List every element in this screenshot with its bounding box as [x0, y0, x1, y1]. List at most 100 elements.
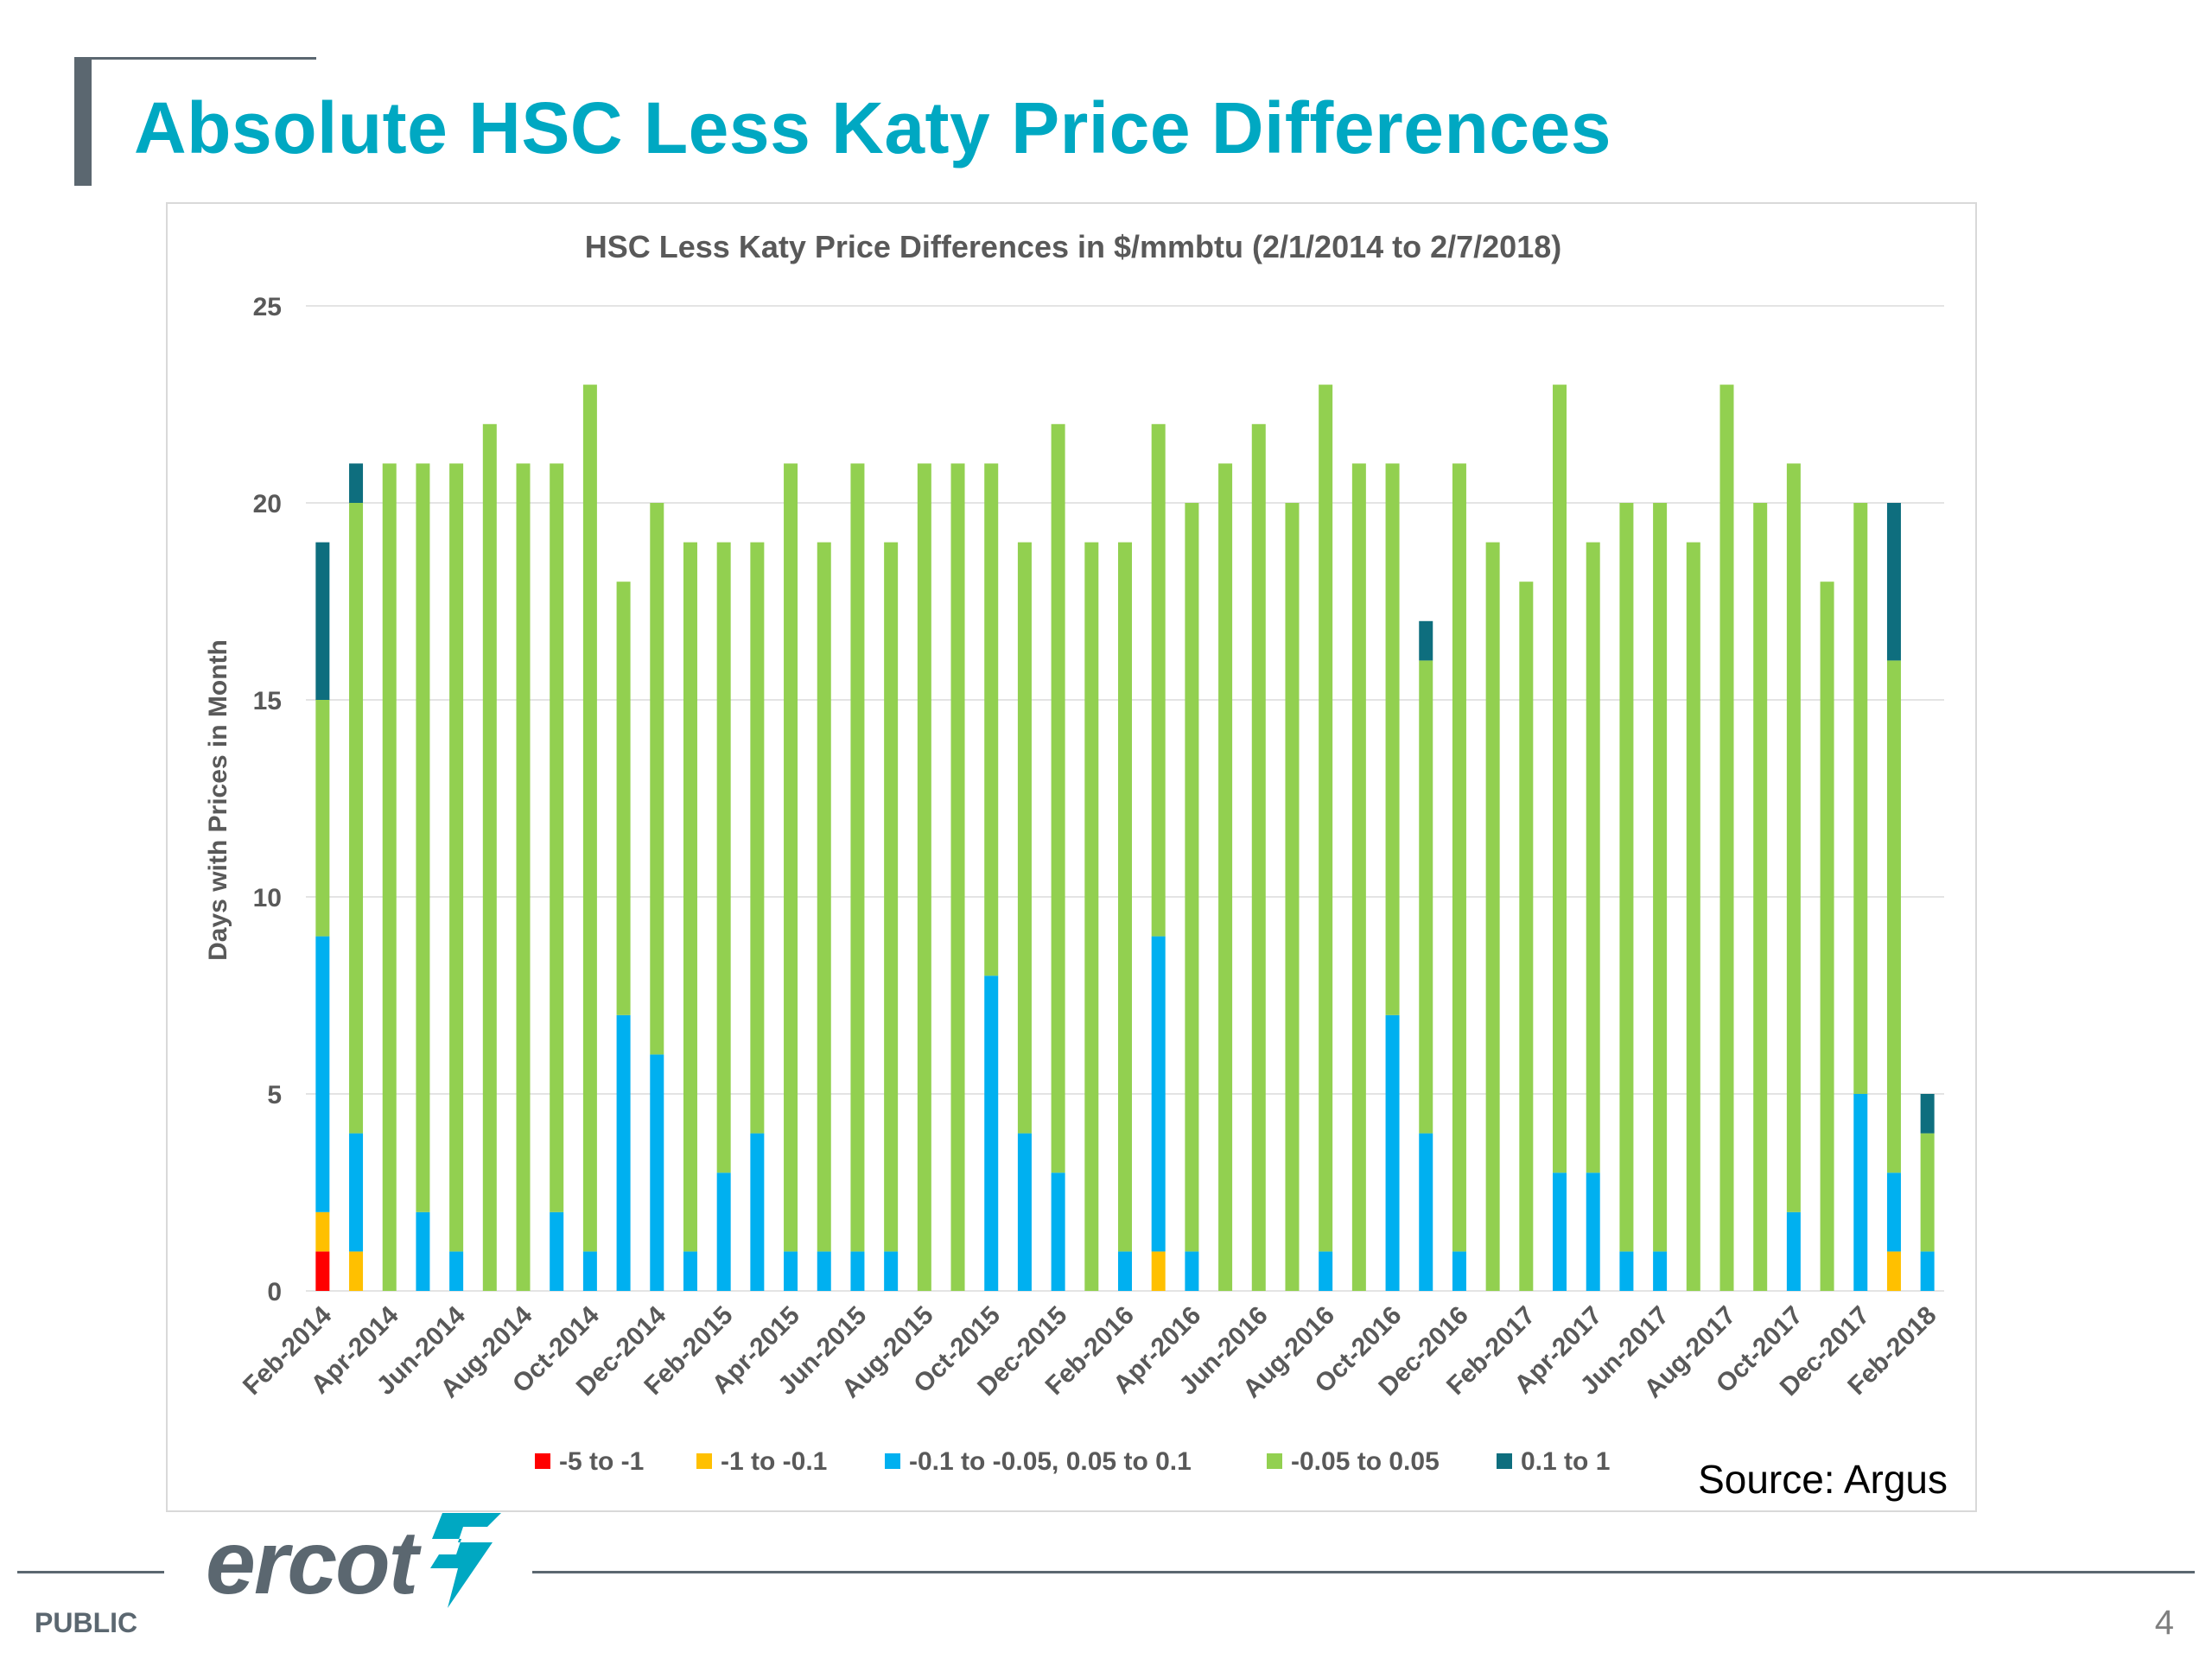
bar-segment [349, 1251, 364, 1291]
bar-segment [449, 1251, 464, 1291]
bar-segment [1619, 1251, 1634, 1291]
bar-segment [1319, 1251, 1333, 1291]
bar-segment [1586, 1173, 1600, 1291]
y-tick-label: 25 [253, 293, 282, 321]
bar-segment [582, 385, 597, 1252]
bar-segment [1886, 503, 1901, 661]
y-tick-label: 0 [267, 1278, 282, 1306]
legend-label: -1 to -0.1 [721, 1447, 827, 1476]
bar-segment [1853, 503, 1868, 1094]
bar-segment [616, 582, 631, 1015]
bar-segment [917, 463, 931, 1291]
chart-frame: HSC Less Katy Price Differences in $/mmb… [166, 202, 1977, 1512]
bar-segment [650, 1054, 664, 1291]
bar-segment [716, 542, 731, 1173]
footer-public-label: PUBLIC [35, 1607, 138, 1638]
legend-swatch [1267, 1453, 1282, 1469]
bar-segment [1051, 423, 1065, 1173]
chart: HSC Less Katy Price Differences in $/mmb… [204, 229, 1948, 1502]
bar-segment [850, 463, 865, 1252]
y-tick-label: 20 [253, 490, 282, 518]
ercot-logo: ercot [206, 1512, 505, 1615]
bar-segment [1017, 1133, 1032, 1291]
bar-segment [582, 1251, 597, 1291]
bar-segment [984, 976, 999, 1291]
bar-segment [1452, 463, 1466, 1252]
bar-segment [449, 463, 464, 1252]
bar-segment [784, 1251, 798, 1291]
bar-segment [382, 463, 397, 1291]
bar-segment [716, 1173, 731, 1291]
bar-segment [817, 1251, 831, 1291]
bar-segment [349, 503, 364, 1134]
bar-segment [1920, 1133, 1935, 1252]
y-tick-label: 15 [253, 687, 282, 715]
bar-segment [784, 463, 798, 1252]
bar-segment [850, 1251, 865, 1291]
bar-segment [516, 463, 531, 1291]
bar-segment [1820, 582, 1834, 1291]
bar-segment [1920, 1251, 1935, 1291]
bar-segment [1419, 1133, 1433, 1291]
legend: -5 to -1 -1 to -0.1 -0.1 to -0.05, 0.05 to… [535, 1447, 1610, 1476]
source-note: Source: Argus [1698, 1457, 1948, 1502]
bar-segment [1686, 542, 1700, 1291]
bar-segment [683, 1251, 697, 1291]
page-number: 4 [2154, 1604, 2174, 1642]
bar-segment [1251, 423, 1266, 1291]
bar-segment [315, 542, 330, 700]
bar-segment [1151, 1251, 1166, 1291]
bar-segment [1084, 542, 1099, 1291]
bar-segment [817, 542, 831, 1252]
bar-segment [1185, 503, 1199, 1252]
y-tick-label: 10 [253, 884, 282, 912]
lightning-bolt-icon [430, 1512, 502, 1608]
logo-wordmark: ercot [206, 1513, 418, 1613]
bar-segment [1151, 423, 1166, 937]
bar-segment [750, 542, 765, 1134]
bar-segment [349, 463, 364, 503]
bar-segment [1853, 1094, 1868, 1291]
bar-segment [616, 1014, 631, 1291]
bar-segment [315, 1211, 330, 1252]
bar-segment [1017, 542, 1032, 1134]
legend-swatch [696, 1453, 712, 1469]
bar-segment [1786, 463, 1801, 1212]
x-axis-ticks: Feb-2014Apr-2014Jun-2014Aug-2014Oct-2014… [238, 1300, 1942, 1403]
bar-segment [550, 1211, 564, 1291]
legend-label: -0.05 to 0.05 [1291, 1447, 1440, 1476]
legend-swatch [535, 1453, 550, 1469]
bar-segment [315, 1251, 330, 1291]
bar-segment [950, 463, 965, 1291]
bar-segment [550, 463, 564, 1212]
bar-segment [884, 542, 899, 1252]
chart-title: HSC Less Katy Price Differences in $/mmb… [585, 229, 1561, 264]
bar-segment [482, 423, 497, 1291]
bar-segment [1118, 542, 1132, 1252]
bar-segment [1319, 385, 1333, 1252]
bar-segment [984, 463, 999, 976]
bar-segment [750, 1133, 765, 1291]
legend-swatch [1497, 1453, 1512, 1469]
legend-swatch [885, 1453, 900, 1469]
bar-segment [315, 936, 330, 1212]
bar-segment [1519, 582, 1534, 1291]
bar-segment [1719, 385, 1734, 1292]
bar-segment [683, 542, 697, 1252]
bar-segment [1619, 503, 1634, 1252]
bar-segment [1285, 503, 1300, 1291]
bar-segment [1753, 503, 1768, 1291]
bar-segment [1653, 503, 1668, 1252]
bar-segment [1786, 1211, 1801, 1291]
bar-segment [349, 1133, 364, 1252]
title-accent-line [74, 57, 316, 60]
bar-segment [1485, 542, 1500, 1291]
bars [315, 385, 1935, 1292]
bar-segment [650, 503, 664, 1055]
bar-segment [1218, 463, 1233, 1291]
bar-segment [1586, 542, 1600, 1173]
bar-segment [1653, 1251, 1668, 1291]
bar-segment [1886, 1173, 1901, 1252]
bar-segment [315, 700, 330, 937]
bar-segment [1151, 936, 1166, 1252]
